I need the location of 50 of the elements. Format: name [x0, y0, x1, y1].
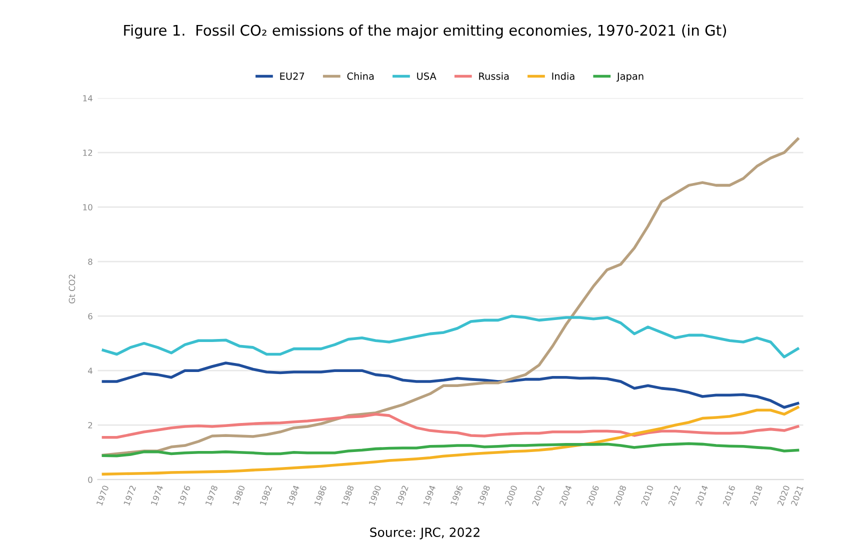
legend-label: Russia: [479, 72, 509, 80]
x-tick-label: 1970: [96, 485, 109, 506]
x-tick-label: 1982: [260, 485, 272, 506]
legend-label: Japan: [616, 72, 644, 82]
x-tick-label: 2006: [586, 485, 600, 506]
x-tick-label: 1992: [396, 485, 408, 506]
x-tick-label: 2021: [790, 485, 804, 506]
x-tick-label: 2004: [559, 484, 572, 506]
x-tick-label: 1978: [205, 485, 218, 506]
y-tick-label: 0: [88, 476, 92, 483]
line-series: [102, 138, 800, 456]
line-series: [102, 362, 800, 409]
x-tick-label: 2018: [750, 485, 763, 506]
line-series: [102, 314, 800, 358]
x-tick-label: 2010: [640, 485, 654, 506]
line-series: [102, 412, 800, 439]
y-tick-label: 4: [88, 368, 92, 374]
y-tick-label: 8: [88, 258, 92, 265]
x-tick-label: 1974: [150, 484, 164, 506]
x-tick-label: 2014: [695, 484, 708, 506]
x-tick-label: 1984: [286, 484, 300, 506]
y-tick-label: 14: [83, 95, 92, 102]
x-tick-label: 2008: [614, 485, 626, 506]
x-tick-label: 2012: [668, 485, 681, 506]
line-series: [102, 406, 800, 476]
legend-label: China: [347, 72, 374, 80]
legend-label: EU27: [280, 72, 304, 80]
x-tick-label: 1980: [232, 485, 246, 506]
x-tick-label: 1994: [423, 484, 436, 506]
y-tick-label: 2: [88, 422, 92, 428]
y-tick-label: 10: [83, 204, 92, 210]
x-tick-label: 1998: [478, 485, 490, 506]
legend-label: India: [552, 72, 574, 80]
legend-label: USA: [417, 72, 436, 80]
x-tick-label: 1988: [341, 485, 354, 506]
chart-title: Figure 1. Fossil CO₂ emissions of the major emitting economies, 1970-2021 (in Gt): [124, 24, 726, 39]
x-tick-label: 2016: [722, 485, 736, 506]
x-tick-label: 2002: [532, 485, 545, 506]
source-note: Source: JRC, 2022: [370, 528, 480, 540]
x-tick-label: 2000: [504, 485, 518, 506]
y-tick-label: 12: [83, 150, 92, 156]
x-tick-label: 1976: [178, 485, 191, 506]
line-series: [102, 442, 800, 458]
x-tick-label: 1990: [368, 485, 382, 506]
x-tick-label: 2020: [777, 485, 790, 506]
y-axis-title: Gt CO2: [68, 274, 76, 304]
y-tick-label: 6: [88, 313, 92, 320]
x-tick-label: 1972: [123, 485, 136, 506]
x-tick-label: 1996: [450, 485, 464, 506]
x-tick-label: 1986: [314, 485, 327, 506]
